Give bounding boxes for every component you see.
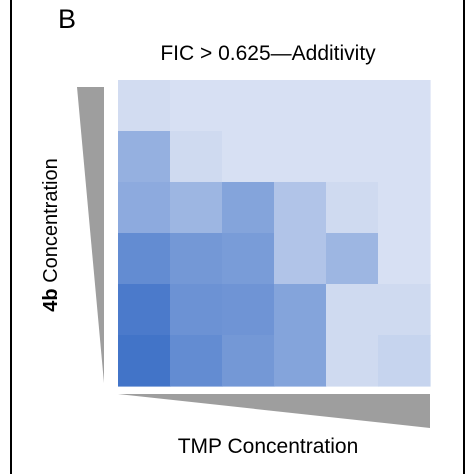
heatmap-cell-r1-c4 xyxy=(326,131,379,183)
heatmap-grid xyxy=(118,80,431,387)
chart-title: FIC > 0.625—Additivity xyxy=(160,42,376,65)
y-concentration-wedge xyxy=(77,87,104,383)
heatmap-cell-r0-c3 xyxy=(274,80,327,132)
heatmap-cell-r3-c5 xyxy=(378,233,431,285)
heatmap-cell-r3-c2 xyxy=(222,233,275,285)
heatmap-cell-r3-c4 xyxy=(326,233,379,285)
heatmap-cell-r4-c1 xyxy=(170,284,223,336)
heatmap-cell-r0-c4 xyxy=(326,80,379,132)
heatmap-cell-r5-c2 xyxy=(222,335,275,387)
heatmap-cell-r1-c2 xyxy=(222,131,275,183)
heatmap-cell-r2-c5 xyxy=(378,182,431,234)
heatmap-cell-r5-c4 xyxy=(326,335,379,387)
heatmap-cell-r1-c1 xyxy=(170,131,223,183)
heatmap-cell-r2-c3 xyxy=(274,182,327,234)
heatmap-cell-r2-c1 xyxy=(170,182,223,234)
heatmap-cell-r3-c3 xyxy=(274,233,327,285)
frame-left-border xyxy=(10,0,12,474)
heatmap-cell-r3-c1 xyxy=(170,233,223,285)
heatmap-cell-r5-c3 xyxy=(274,335,327,387)
heatmap-cell-r0-c2 xyxy=(222,80,275,132)
panel-label: B xyxy=(58,4,77,34)
heatmap-cell-r1-c3 xyxy=(274,131,327,183)
heatmap-cell-r4-c0 xyxy=(118,284,171,336)
heatmap-cell-r4-c3 xyxy=(274,284,327,336)
x-concentration-wedge xyxy=(118,394,430,428)
heatmap-cell-r2-c0 xyxy=(118,182,171,234)
heatmap-cell-r0-c1 xyxy=(170,80,223,132)
heatmap-cell-r3-c0 xyxy=(118,233,171,285)
heatmap-cell-r5-c0 xyxy=(118,335,171,387)
x-axis-label: TMP Concentration xyxy=(177,435,359,458)
heatmap-cell-r2-c2 xyxy=(222,182,275,234)
frame-right-border xyxy=(463,0,465,474)
heatmap-cell-r0-c0 xyxy=(118,80,171,132)
heatmap-cell-r1-c5 xyxy=(378,131,431,183)
heatmap-cell-r4-c5 xyxy=(378,284,431,336)
heatmap-cell-r1-c0 xyxy=(118,131,171,183)
heatmap-cell-r4-c4 xyxy=(326,284,379,336)
heatmap-cell-r2-c4 xyxy=(326,182,379,234)
heatmap-cell-r5-c5 xyxy=(378,335,431,387)
heatmap-cell-r5-c1 xyxy=(170,335,223,387)
heatmap-cell-r4-c2 xyxy=(222,284,275,336)
heatmap-cell-r0-c5 xyxy=(378,80,431,132)
